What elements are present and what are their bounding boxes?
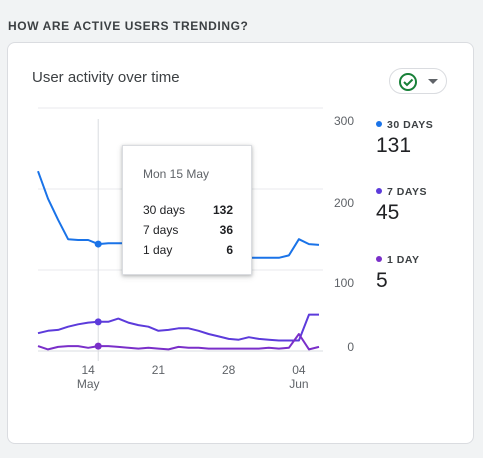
tooltip-value: 132 xyxy=(212,203,233,217)
legend-dot xyxy=(376,188,382,194)
series-line xyxy=(37,313,319,342)
card-title: User activity over time xyxy=(32,69,180,86)
tooltip-date: Mon 15 May xyxy=(143,167,210,181)
x-tick-label: 04 xyxy=(292,363,306,377)
legend-item-7-days: 7 DAYS 45 xyxy=(376,186,427,225)
tooltip-value: 36 xyxy=(219,223,233,237)
x-tick-label: 28 xyxy=(222,363,236,377)
x-tick-sublabel: May xyxy=(77,377,100,391)
legend-dot xyxy=(376,256,382,262)
legend-value: 5 xyxy=(376,269,388,292)
legend-label: 7 DAYS xyxy=(376,186,427,198)
legend-label: 30 DAYS xyxy=(376,119,433,131)
legend-label: 1 DAY xyxy=(376,254,419,266)
tooltip-label: 30 days xyxy=(143,203,186,217)
y-tick-label: 0 xyxy=(347,340,354,354)
tooltip-label: 7 days xyxy=(143,223,179,237)
y-tick-label: 200 xyxy=(334,196,354,210)
section-title: HOW ARE ACTIVE USERS TRENDING? xyxy=(8,19,249,33)
x-tick-label: 21 xyxy=(152,363,166,377)
series-line xyxy=(37,333,320,351)
series-point xyxy=(94,240,102,248)
series-point xyxy=(94,318,102,326)
series-point xyxy=(94,342,102,350)
user-activity-card: User activity over time 300 200 100 0 14 May 2… xyxy=(7,42,474,444)
chart-tooltip: Mon 15 May 30 days 132 7 days 36 1 day 6 xyxy=(122,145,252,275)
x-tick-label: 14 xyxy=(81,363,95,377)
status-dropdown-button[interactable] xyxy=(389,68,447,94)
y-tick-label: 100 xyxy=(334,276,354,290)
tooltip-label: 1 day xyxy=(143,243,173,257)
y-tick-label: 300 xyxy=(334,114,354,128)
legend-dot xyxy=(376,121,382,127)
legend-item-30-days: 30 DAYS 131 xyxy=(376,119,433,158)
x-tick-sublabel: Jun xyxy=(289,377,308,391)
legend-item-1-day: 1 DAY 5 xyxy=(376,254,419,293)
legend-value: 45 xyxy=(376,201,400,224)
legend-value: 131 xyxy=(376,134,412,157)
caret-down-icon xyxy=(428,79,438,84)
check-circle-icon xyxy=(399,73,417,91)
tooltip-value: 6 xyxy=(226,243,233,257)
